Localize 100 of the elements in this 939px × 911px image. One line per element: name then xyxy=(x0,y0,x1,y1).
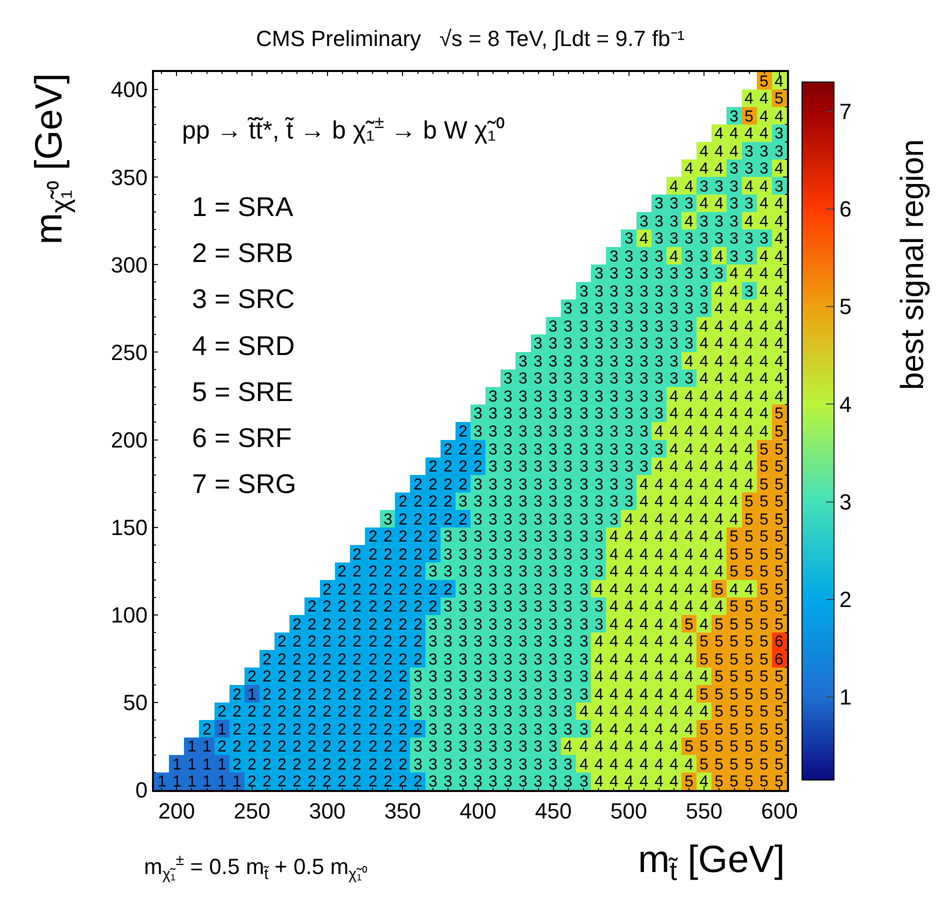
data-label: 2 xyxy=(278,686,287,704)
data-label: 3 xyxy=(730,230,739,248)
data-label: 3 xyxy=(534,476,543,494)
data-label: 5 xyxy=(730,652,739,669)
data-label: 2 xyxy=(458,458,468,476)
data-label: 2 xyxy=(352,634,362,651)
data-label: 3 xyxy=(670,230,679,248)
data-label: 3 xyxy=(610,442,619,459)
data-label: 2 xyxy=(352,686,362,704)
data-label: 2 xyxy=(444,494,453,511)
data-label: 2 xyxy=(262,774,272,791)
data-label: 3 xyxy=(580,616,589,634)
annotation: 1 = SRA xyxy=(192,192,294,222)
data-label: 3 xyxy=(504,564,513,581)
data-label: 2 xyxy=(322,756,332,774)
data-label: 3 xyxy=(580,598,589,616)
data-label: 2 xyxy=(398,652,408,669)
data-label: 4 xyxy=(774,108,784,126)
data-label: 5 xyxy=(714,722,724,739)
data-label: 3 xyxy=(518,424,528,441)
data-label: 4 xyxy=(730,512,739,529)
data-label: 4 xyxy=(670,512,679,529)
data-label: 4 xyxy=(654,458,664,476)
data-label: 2 xyxy=(368,722,378,739)
data-label: 3 xyxy=(670,266,679,283)
data-label: 4 xyxy=(700,616,709,634)
data-label: 5 xyxy=(760,704,769,721)
data-label: 4 xyxy=(624,756,634,774)
data-label: 4 xyxy=(700,582,709,599)
data-label: 4 xyxy=(730,370,739,388)
data-label: 3 xyxy=(610,476,619,494)
data-label: 3 xyxy=(594,424,604,441)
data-label: 4 xyxy=(654,546,664,564)
data-label: 3 xyxy=(548,336,558,353)
data-label: 4 xyxy=(610,616,619,634)
data-label: 2 xyxy=(352,722,362,739)
data-label: 3 xyxy=(534,582,543,599)
data-label: 3 xyxy=(414,756,423,774)
data-label: 5 xyxy=(760,774,769,791)
data-label: 4 xyxy=(730,388,739,406)
data-label: 2 xyxy=(398,686,408,704)
data-label: 3 xyxy=(564,300,573,318)
data-label: 2 xyxy=(444,582,453,599)
data-label: 3 xyxy=(610,300,619,318)
data-label: 4 xyxy=(684,214,694,231)
data-label: 3 xyxy=(594,546,604,564)
data-label: 4 xyxy=(594,686,604,704)
data-label: 4 xyxy=(654,652,664,669)
data-label: 5 xyxy=(744,704,754,721)
data-label: 2 xyxy=(414,722,423,739)
data-label: 4 xyxy=(760,370,769,388)
data-label: 4 xyxy=(760,90,769,108)
data-label: 4 xyxy=(640,704,649,721)
data-label: 3 xyxy=(518,722,528,739)
data-label: 4 xyxy=(624,774,634,791)
data-label: 3 xyxy=(488,424,498,441)
data-label: 2 xyxy=(414,598,423,616)
data-label: 3 xyxy=(444,528,453,546)
data-label: 4 xyxy=(670,774,679,791)
data-label: 4 xyxy=(684,668,694,686)
data-label: 3 xyxy=(504,476,513,494)
data-label: 4 xyxy=(610,634,619,651)
data-label: 5 xyxy=(774,442,784,459)
data-label: 4 xyxy=(654,634,664,651)
data-label: 5 xyxy=(774,704,784,721)
data-label: 3 xyxy=(534,546,543,564)
data-label: 4 xyxy=(684,406,694,423)
data-label: 3 xyxy=(474,406,483,423)
data-label: 2 xyxy=(352,564,362,581)
data-label: 3 xyxy=(594,616,604,634)
data-label: 4 xyxy=(714,354,724,371)
data-label: 4 xyxy=(730,284,739,301)
data-label: 2 xyxy=(278,756,287,774)
data-label: 3 xyxy=(414,704,423,721)
data-label: 4 xyxy=(700,388,709,406)
data-label: 3 xyxy=(684,370,694,388)
data-label: 2 xyxy=(368,686,378,704)
data-label: 4 xyxy=(580,756,589,774)
color-bar-label: 2 xyxy=(839,587,852,612)
data-label: 3 xyxy=(458,582,468,599)
data-label: 2 xyxy=(398,546,408,564)
data-label: 4 xyxy=(760,266,769,283)
data-label: 3 xyxy=(518,582,528,599)
data-label: 4 xyxy=(684,476,694,494)
data-label: 5 xyxy=(760,564,769,581)
data-label: 4 xyxy=(670,722,679,739)
data-label: 3 xyxy=(580,318,589,336)
data-label: 3 xyxy=(458,668,468,686)
data-label: 3 xyxy=(548,722,558,739)
data-label: 4 xyxy=(640,774,649,791)
data-label: 3 xyxy=(640,388,649,406)
data-label: 3 xyxy=(624,476,634,494)
data-label: 4 xyxy=(670,476,679,494)
data-label: 4 xyxy=(670,616,679,634)
data-label: 2 xyxy=(398,634,408,651)
data-label: 3 xyxy=(624,300,634,318)
data-label: 2 xyxy=(322,738,332,756)
data-label: 2 xyxy=(428,598,438,616)
data-label: 4 xyxy=(594,634,604,651)
data-label: 3 xyxy=(684,284,694,301)
